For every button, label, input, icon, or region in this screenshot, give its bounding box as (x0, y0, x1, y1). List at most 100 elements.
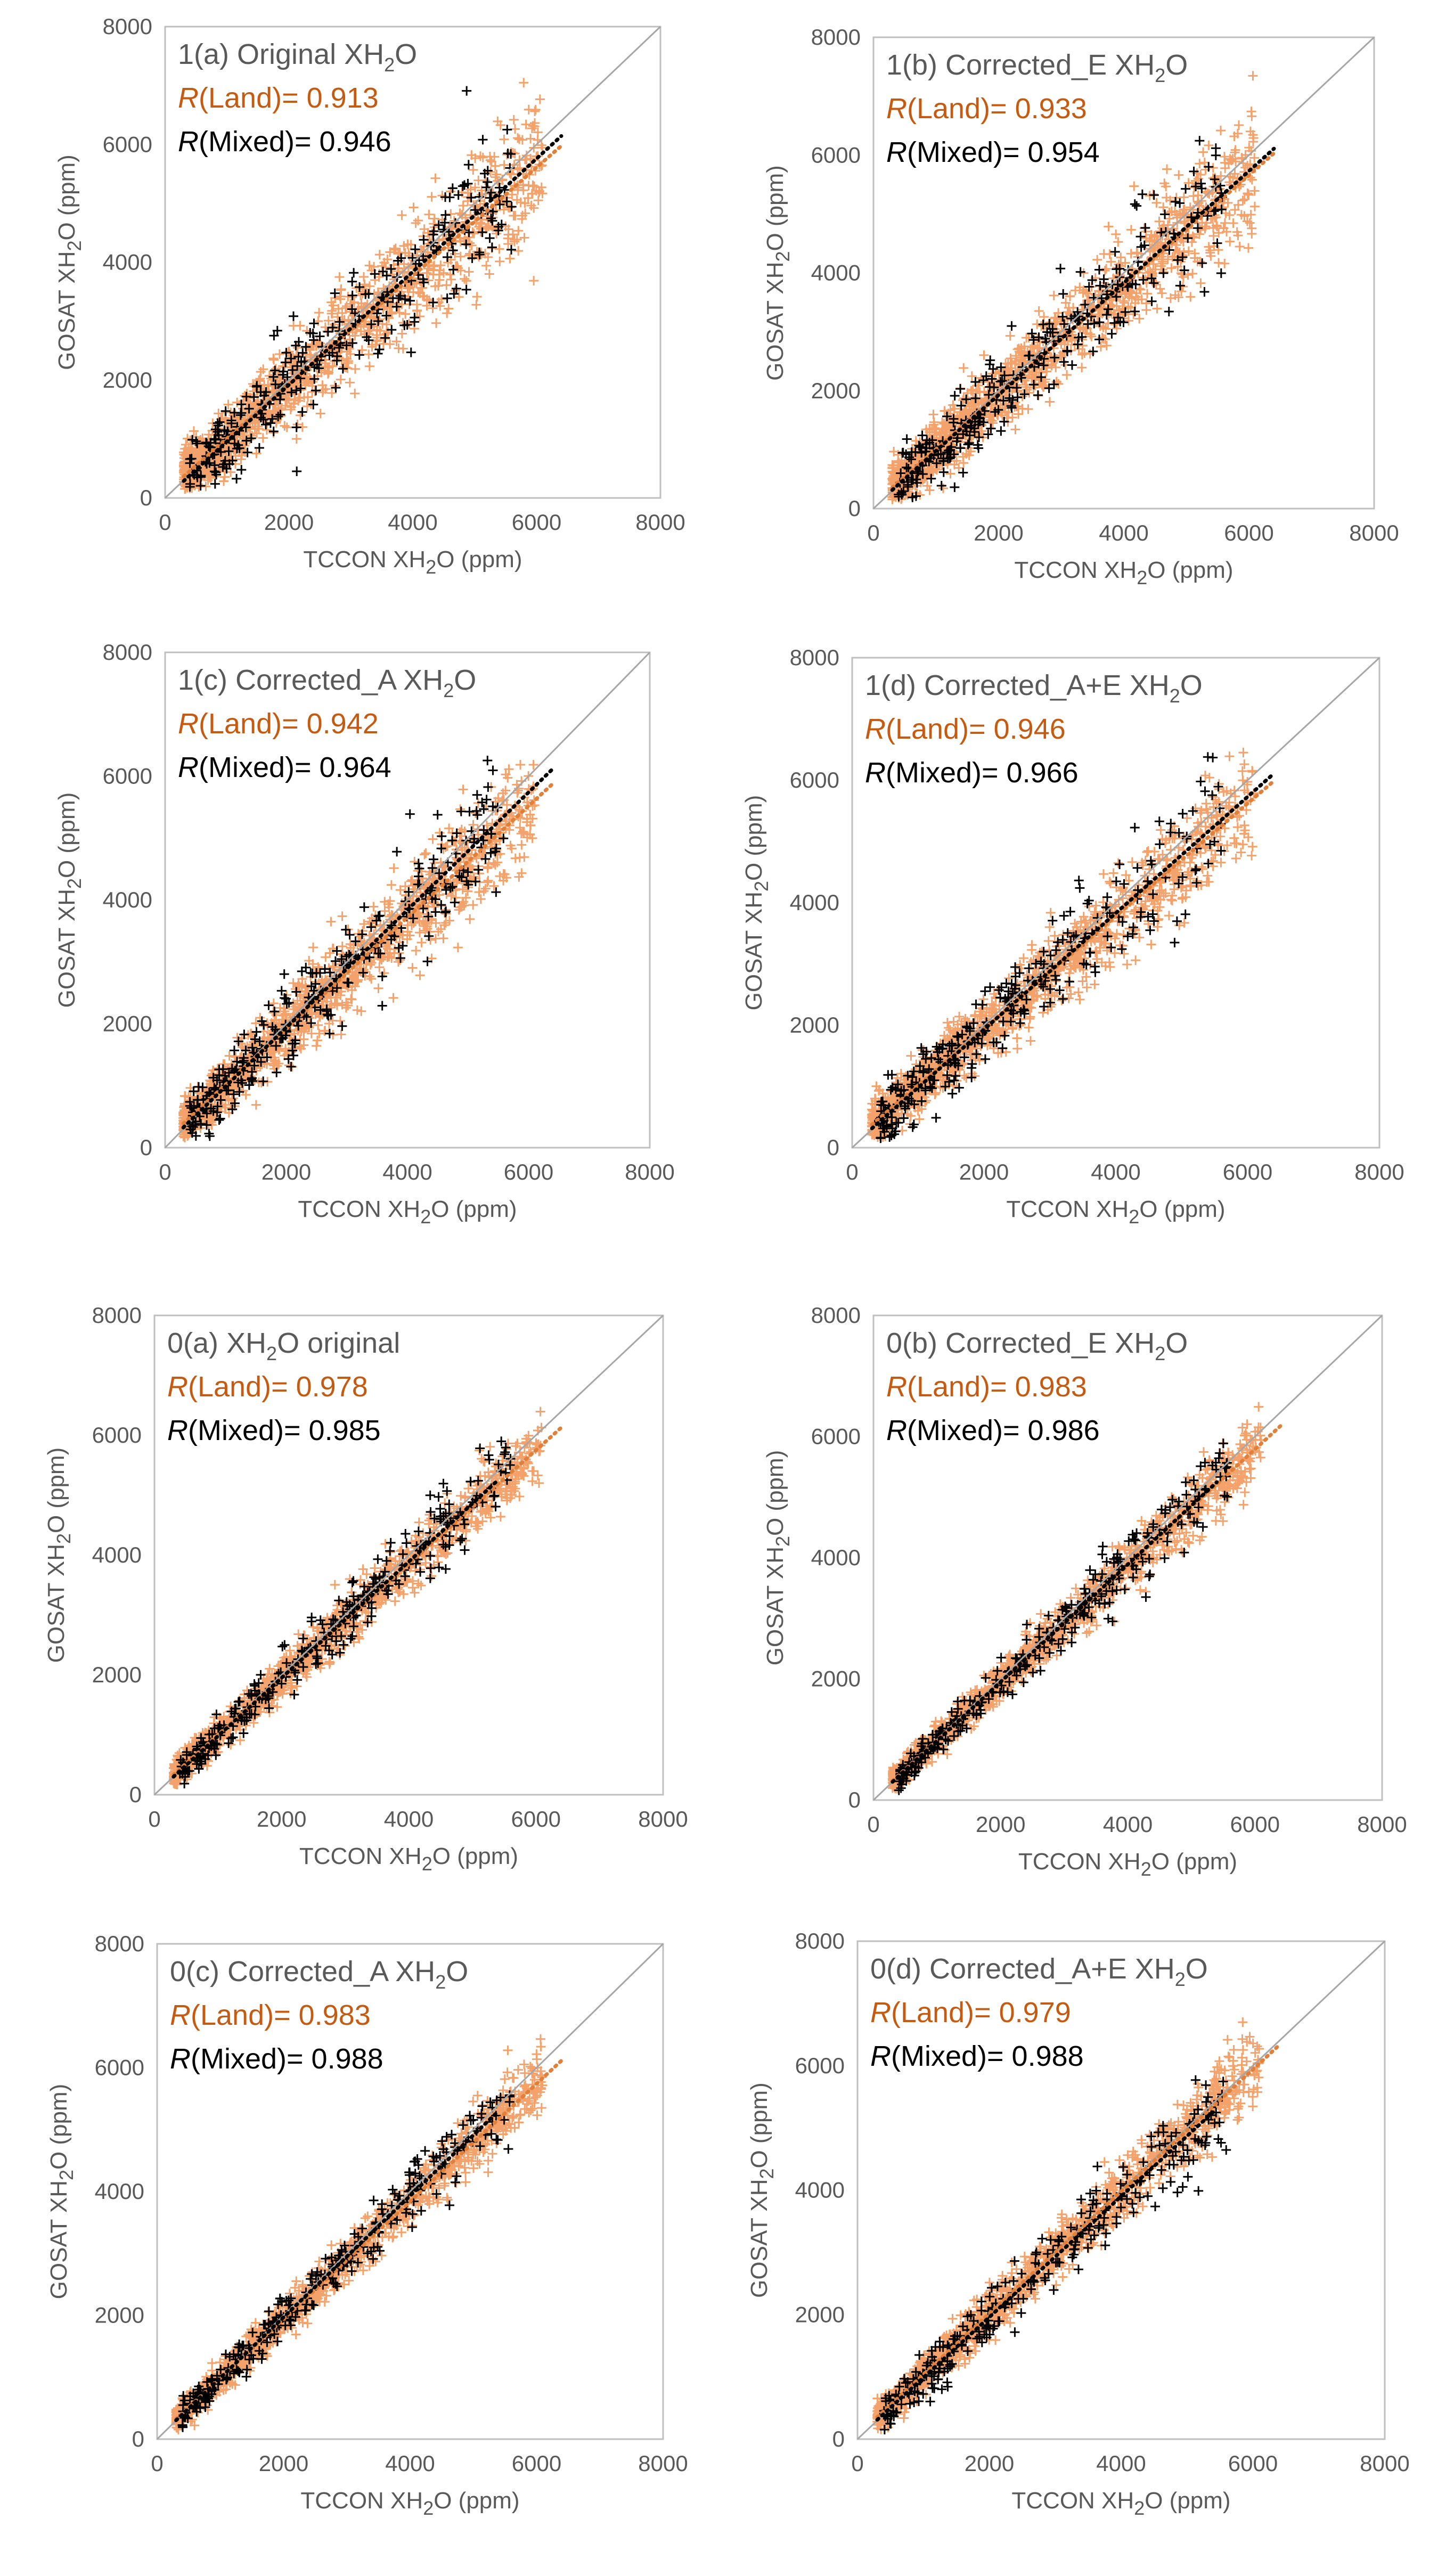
data-point (523, 193, 533, 203)
data-point (1158, 202, 1169, 212)
data-point (976, 373, 986, 383)
data-point (359, 902, 369, 912)
data-point (1213, 245, 1223, 255)
x-tick-label: 6000 (1224, 520, 1273, 545)
data-point (507, 202, 517, 212)
data-point (1196, 278, 1206, 288)
data-point (403, 239, 413, 249)
data-point (350, 388, 360, 398)
data-point (513, 133, 523, 143)
data-point (297, 982, 307, 992)
data-point (513, 246, 524, 256)
chart-panel-1a: 0 2000 4000 6000 8000 0 2000 4000 6000 8000 TCCON … (11, 0, 708, 607)
data-point (1114, 259, 1124, 269)
data-point (926, 473, 936, 484)
data-point (1049, 290, 1059, 300)
data-point (502, 800, 512, 810)
data-point (288, 365, 298, 375)
data-point (987, 374, 997, 384)
data-point (460, 274, 470, 284)
data-point (519, 233, 529, 243)
data-point (952, 436, 962, 446)
data-point (1077, 341, 1088, 351)
data-point (1062, 370, 1072, 380)
data-point (471, 300, 481, 310)
data-point (974, 443, 984, 453)
y-tick-label: 4000 (103, 250, 152, 275)
data-point (330, 288, 340, 298)
data-point (387, 953, 397, 963)
chart-panel-1b: 0 2000 4000 6000 8000 0 2000 4000 6000 8000 TCCON … (735, 0, 1454, 618)
data-point (1141, 233, 1151, 243)
data-point (395, 953, 405, 963)
data-point (234, 443, 244, 453)
data-point (312, 1041, 322, 1051)
data-point (350, 331, 360, 341)
data-point (1246, 210, 1256, 220)
scatter-plot-1d: 0 2000 4000 6000 800002000400060008000TCCON … (741, 645, 1404, 1228)
data-point (1059, 339, 1069, 349)
data-point (922, 464, 933, 475)
data-point (271, 379, 281, 389)
data-point (469, 228, 479, 239)
data-point (295, 321, 305, 331)
data-point (448, 265, 459, 275)
data-point (1045, 351, 1055, 362)
data-point (377, 1001, 387, 1011)
data-point (452, 877, 462, 887)
data-point (519, 852, 529, 862)
data-point (1044, 318, 1055, 329)
data-point (483, 756, 493, 766)
data-point (288, 1050, 298, 1060)
data-point (369, 261, 379, 272)
data-point (358, 968, 368, 978)
data-point (347, 304, 357, 314)
data-point (486, 848, 496, 858)
data-point (1244, 143, 1254, 153)
data-point (220, 1070, 230, 1081)
data-point (1188, 268, 1198, 279)
data-point (535, 94, 545, 104)
data-point (888, 475, 898, 485)
data-point (446, 209, 456, 219)
data-point (984, 390, 994, 400)
data-point (1081, 287, 1091, 297)
data-point (373, 983, 383, 993)
data-point (1220, 158, 1230, 168)
data-point (189, 1086, 199, 1097)
data-point (389, 863, 399, 873)
data-point (441, 885, 451, 895)
data-point (1164, 214, 1174, 224)
data-point (1112, 292, 1122, 302)
data-point (1036, 372, 1046, 382)
data-point (925, 485, 935, 495)
data-point (437, 831, 447, 841)
data-point (334, 317, 345, 327)
data-point (315, 408, 325, 419)
data-point (355, 282, 365, 292)
data-point (228, 1089, 239, 1099)
data-point (264, 371, 274, 381)
data-point (211, 467, 221, 477)
data-point (1016, 343, 1026, 353)
data-point (210, 435, 220, 445)
data-point (483, 877, 493, 887)
data-point (364, 335, 374, 345)
data-point (487, 216, 497, 226)
data-point (959, 363, 969, 373)
data-point (403, 920, 413, 930)
data-point (241, 391, 251, 402)
data-point (518, 827, 528, 837)
data-point (975, 413, 985, 423)
data-point (1085, 329, 1096, 339)
one-to-one-line (872, 36, 1375, 510)
data-point (1166, 263, 1177, 273)
data-point (1179, 265, 1189, 275)
data-point (917, 430, 927, 440)
data-point (244, 404, 254, 414)
data-point (525, 829, 535, 839)
data-point (429, 854, 438, 864)
data-point (1024, 1023, 1034, 1033)
data-point (1017, 391, 1027, 402)
data-point (1189, 182, 1199, 192)
